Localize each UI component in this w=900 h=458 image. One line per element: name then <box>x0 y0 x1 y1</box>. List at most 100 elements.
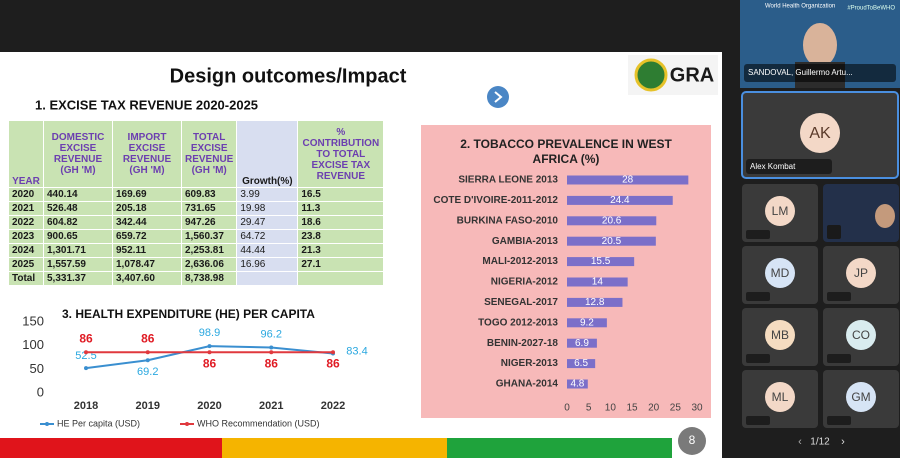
avatar <box>765 196 795 226</box>
strip-yellow <box>222 438 447 458</box>
table-cell: 2024 <box>8 243 44 258</box>
y-tick-label: GHANA-2014 <box>496 379 559 390</box>
y-tick-label: COTE D'IVOIRE-2011-2012 <box>433 195 558 206</box>
strip-green <box>447 438 672 458</box>
avatar-initials: MB <box>771 328 789 342</box>
y-tick-label: NIGERIA-2012 <box>491 277 559 288</box>
x-tick-label: 15 <box>626 403 638 414</box>
mic-icon <box>827 225 841 239</box>
table-cell: 2020 <box>8 187 44 202</box>
point <box>207 350 212 355</box>
table-cell: 27.1 <box>297 257 385 272</box>
strip-red <box>0 438 222 458</box>
x-tick-label: 5 <box>586 403 592 414</box>
avatar-initials: GM <box>851 390 870 404</box>
logo-emblem <box>634 58 668 92</box>
table-cell: 44.44 <box>236 243 299 258</box>
legend-label: WHO Recommendation (USD) <box>197 418 320 428</box>
legend-label: HE Per capita (USD) <box>57 418 140 428</box>
y-tick-label: BENIN-2027-18 <box>487 338 559 349</box>
value-label: 15.5 <box>591 256 611 267</box>
y-tick-label: 100 <box>22 337 44 352</box>
bar <box>567 297 623 307</box>
next-icon <box>494 91 503 103</box>
y-tick-label: TOGO 2012-2013 <box>478 317 558 328</box>
table-cell: 659.72 <box>112 229 182 244</box>
value-label: 6.5 <box>574 358 588 369</box>
table-cell: % CONTRIBUTION TO TOTAL EXCISE TAX REVEN… <box>297 120 385 188</box>
legend-marker <box>45 422 49 426</box>
name-badge <box>744 64 896 82</box>
bar-panel <box>421 125 711 418</box>
table-row: 2020 440.14 169.69 609.83 3.99 16.5 <box>8 187 385 202</box>
table-cell: 16.96 <box>236 257 299 272</box>
slide-title: Design outcomes/Impact <box>170 65 407 87</box>
table-cell: 205.18 <box>112 201 182 216</box>
point <box>269 350 274 355</box>
avatar <box>846 382 876 412</box>
bar <box>567 277 628 287</box>
participant-face <box>875 204 895 228</box>
table-cell: 18.6 <box>297 215 385 230</box>
table-cell: 900.65 <box>43 229 113 244</box>
table-row: 2023 900.65 659.72 1,560.37 64.72 23.8 <box>8 229 385 244</box>
table-cell: 21.3 <box>297 243 385 258</box>
table-cell: 3.99 <box>236 187 299 202</box>
avatar-initials: ML <box>772 390 789 404</box>
table-cell: 731.65 <box>180 201 238 216</box>
next-button[interactable] <box>487 86 509 108</box>
avatar <box>765 258 795 288</box>
y-tick-label: 50 <box>30 361 44 376</box>
bar <box>567 338 597 348</box>
point <box>84 366 88 371</box>
mic-icon <box>746 416 770 425</box>
table-cell: 16.5 <box>297 187 385 202</box>
table-row: 2024 1,301.71 952.11 2,253.81 44.44 21.3 <box>8 243 385 258</box>
table-cell: 1,301.71 <box>43 243 113 258</box>
pagination: 1/12 <box>810 437 830 448</box>
x-tick-label: 30 <box>691 403 703 414</box>
avatar-initials: MD <box>771 266 790 280</box>
avatar-initials: AK <box>809 125 831 142</box>
chart-title: 3. HEALTH EXPENDITURE (HE) PER CAPITA <box>62 307 315 321</box>
value-label: 86 <box>326 356 340 370</box>
table-cell: Growth(%) <box>236 120 299 188</box>
table-cell: 609.83 <box>180 187 238 202</box>
table-cell: Total <box>8 271 44 286</box>
table-cell: 440.14 <box>43 187 113 202</box>
table-cell: 29.47 <box>236 215 299 230</box>
avatar <box>765 320 795 350</box>
x-tick-label: 2018 <box>74 400 98 412</box>
table-cell: 1,557.59 <box>43 257 113 272</box>
value-label: 20.5 <box>602 236 622 247</box>
value-label: 86 <box>79 331 93 345</box>
tag: #ProudToBeWHO <box>847 6 895 12</box>
table-cell: 3,407.60 <box>112 271 182 286</box>
avatar <box>800 113 840 153</box>
x-tick-label: 2022 <box>321 400 345 412</box>
table-cell: 1,560.37 <box>180 229 238 244</box>
table-cell: 11.3 <box>297 201 385 216</box>
table-row: 2021 526.48 205.18 731.65 19.98 11.3 <box>8 201 385 216</box>
table-row: 2022 604.82 342.44 947.26 29.47 18.6 <box>8 215 385 230</box>
table-cell: DOMESTIC EXCISE REVENUE (GH 'M) <box>43 120 113 188</box>
bar <box>567 175 689 185</box>
table-cell: 23.8 <box>297 229 385 244</box>
presenter-name: SANDOVAL, Guillermo Artu... <box>748 68 853 77</box>
next-page[interactable]: › <box>841 436 845 448</box>
prev-page[interactable]: ‹ <box>798 436 802 448</box>
y-tick-label: NIGER-2013 <box>501 358 559 369</box>
x-tick-label: 2021 <box>259 400 283 412</box>
value-label: 86 <box>141 331 155 345</box>
value-label: 28 <box>622 175 634 186</box>
participant-name: Alex Kombat <box>750 162 796 171</box>
participant-video[interactable] <box>823 184 899 242</box>
avatar <box>765 382 795 412</box>
bar <box>567 236 656 246</box>
y-tick-label: 150 <box>22 313 44 328</box>
value-label: 86 <box>265 356 279 370</box>
avatar-initials: CO <box>852 328 870 342</box>
point <box>145 358 150 363</box>
